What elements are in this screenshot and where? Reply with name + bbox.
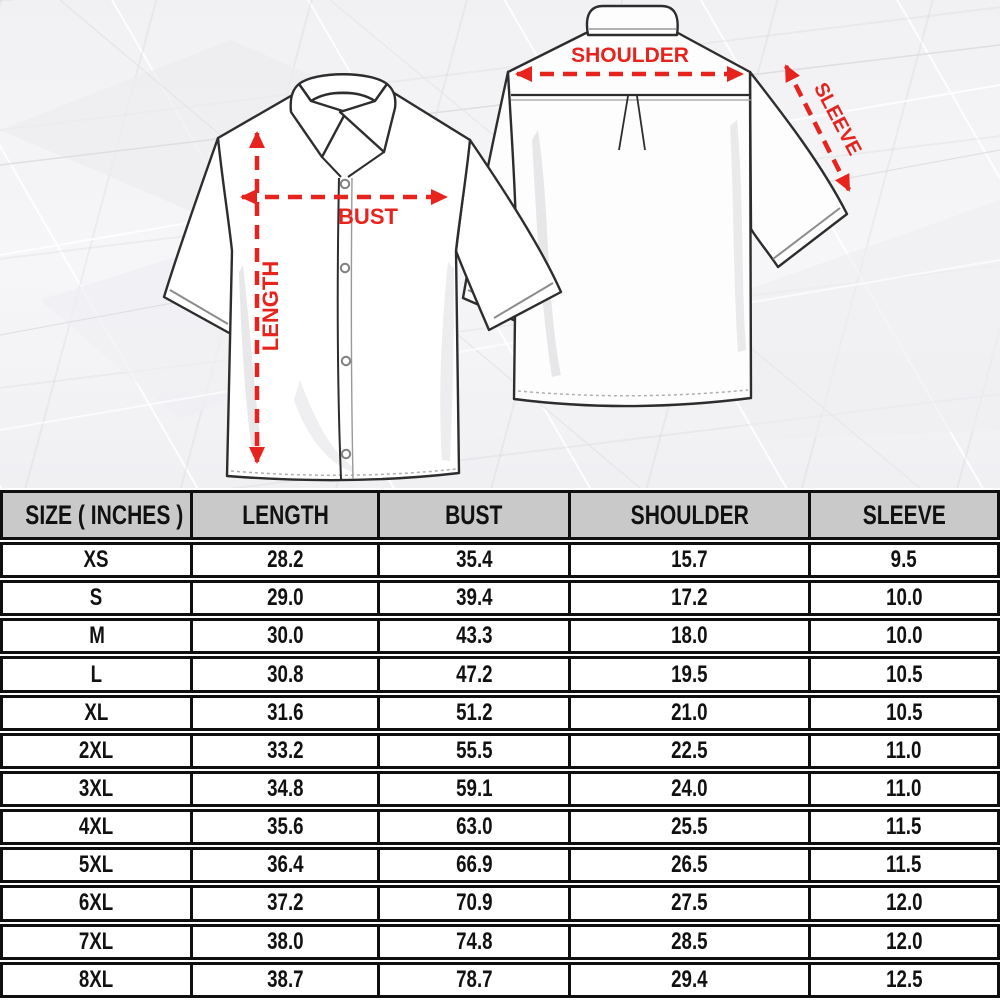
size-chart-table: SIZE ( INCHES ) LENGTH BUST SHOULDER SLE… (0, 488, 1000, 1000)
cell-sleeve: 10.5 (811, 694, 1000, 731)
cell-length: 29.0 (193, 580, 380, 617)
cell-length: 34.8 (193, 770, 380, 808)
cell-bust: 35.4 (380, 542, 571, 579)
cell-length: 37.2 (193, 885, 380, 922)
cell-sleeve: 12.0 (811, 885, 1000, 922)
table-row: XL 31.6 51.2 21.0 10.5 (0, 694, 1000, 731)
cell-length: 35.6 (193, 809, 380, 846)
table-row: XS 28.2 35.4 15.7 9.5 (0, 542, 1000, 579)
cell-shoulder: 26.5 (571, 847, 811, 884)
shoulder-measurement: SHOULDER (515, 44, 744, 82)
column-header-bust: BUST (380, 490, 571, 540)
shirt-front-right-sleeve (454, 138, 563, 332)
cell-size: 4XL (0, 809, 193, 846)
length-measurement: LENGTH (249, 131, 283, 464)
cell-bust: 78.7 (380, 961, 571, 998)
cell-size: XL (0, 694, 193, 731)
shoulder-label: SHOULDER (571, 44, 689, 67)
cell-shoulder: 21.0 (571, 694, 811, 731)
cell-bust: 59.1 (380, 770, 571, 808)
cell-shoulder: 17.2 (571, 580, 811, 617)
length-label: LENGTH (258, 261, 283, 351)
table-row: L 30.8 47.2 19.5 10.5 (0, 656, 1000, 693)
column-header-shoulder: SHOULDER (571, 490, 811, 540)
table-row: 4XL 35.6 63.0 25.5 11.5 (0, 809, 1000, 846)
cell-sleeve: 10.0 (811, 580, 1000, 617)
cell-bust: 66.9 (380, 847, 571, 884)
cell-sleeve: 12.5 (811, 961, 1000, 998)
cell-length: 30.0 (193, 618, 380, 655)
table-row: 2XL 33.2 55.5 22.5 11.0 (0, 732, 1000, 769)
size-guide-illustration: SHOULDER SLEEVE (0, 0, 1000, 488)
cell-shoulder: 24.0 (571, 770, 811, 808)
column-header-sleeve: SLEEVE (811, 490, 1000, 540)
table-header-row: SIZE ( INCHES ) LENGTH BUST SHOULDER SLE… (0, 490, 1000, 540)
cell-bust: 63.0 (380, 809, 571, 846)
shirt-back-body (506, 31, 753, 408)
shirt-front-collar-left-wing (289, 82, 348, 159)
column-header-size: SIZE ( INCHES ) (0, 490, 193, 540)
cell-sleeve: 11.0 (811, 770, 1000, 808)
table-row: 7XL 38.0 74.8 28.5 12.0 (0, 923, 1000, 960)
column-header-length: LENGTH (193, 490, 380, 540)
cell-length: 31.6 (193, 694, 380, 731)
cell-bust: 70.9 (380, 885, 571, 922)
cell-shoulder: 18.0 (571, 618, 811, 655)
table-row: 8XL 38.7 78.7 29.4 12.5 (0, 961, 1000, 998)
cell-length: 36.4 (193, 847, 380, 884)
cell-sleeve: 10.5 (811, 656, 1000, 693)
cell-sleeve: 11.0 (811, 732, 1000, 769)
table-row: 3XL 34.8 59.1 24.0 11.0 (0, 770, 1000, 808)
table-row: 6XL 37.2 70.9 27.5 12.0 (0, 885, 1000, 922)
sleeve-arrow (783, 64, 852, 192)
cell-bust: 51.2 (380, 694, 571, 731)
cell-size: S (0, 580, 193, 617)
cell-size: 7XL (0, 923, 193, 960)
cell-shoulder: 28.5 (571, 923, 811, 960)
cell-size: 8XL (0, 961, 193, 998)
cell-length: 33.2 (193, 732, 380, 769)
bust-label: BUST (338, 204, 398, 229)
cell-size: 6XL (0, 885, 193, 922)
cell-length: 30.8 (193, 656, 380, 693)
cell-shoulder: 22.5 (571, 732, 811, 769)
table-row: 5XL 36.4 66.9 26.5 11.5 (0, 847, 1000, 884)
shirt-front-buttons (339, 178, 352, 460)
cell-shoulder: 15.7 (571, 542, 811, 579)
cell-size: 3XL (0, 770, 193, 808)
cell-size: 2XL (0, 732, 193, 769)
cell-length: 38.7 (193, 961, 380, 998)
shirt-back-collar (585, 4, 679, 37)
cell-sleeve: 10.0 (811, 618, 1000, 655)
cell-sleeve: 11.5 (811, 847, 1000, 884)
cell-bust: 74.8 (380, 923, 571, 960)
cell-bust: 47.2 (380, 656, 571, 693)
cell-sleeve: 9.5 (811, 542, 1000, 579)
cell-sleeve: 11.5 (811, 809, 1000, 846)
cell-shoulder: 29.4 (571, 961, 811, 998)
cell-bust: 55.5 (380, 732, 571, 769)
size-chart-section: SIZE ( INCHES ) LENGTH BUST SHOULDER SLE… (0, 488, 1000, 1000)
shirt-measurement-diagram: SHOULDER SLEEVE (0, 0, 1000, 488)
table-row: M 30.0 43.3 18.0 10.0 (0, 618, 1000, 655)
bust-measurement: BUST (240, 189, 448, 229)
cell-shoulder: 25.5 (571, 809, 811, 846)
cell-size: M (0, 618, 193, 655)
cell-shoulder: 19.5 (571, 656, 811, 693)
cell-size: 5XL (0, 847, 193, 884)
cell-size: XS (0, 542, 193, 579)
shirt-front-collar-right-wing (338, 82, 397, 154)
cell-sleeve: 12.0 (811, 923, 1000, 960)
cell-shoulder: 27.5 (571, 885, 811, 922)
cell-length: 38.0 (193, 923, 380, 960)
cell-bust: 39.4 (380, 580, 571, 617)
sleeve-label: SLEEVE (809, 79, 865, 159)
cell-bust: 43.3 (380, 618, 571, 655)
cell-size: L (0, 656, 193, 693)
table-row: S 29.0 39.4 17.2 10.0 (0, 580, 1000, 617)
cell-length: 28.2 (193, 542, 380, 579)
